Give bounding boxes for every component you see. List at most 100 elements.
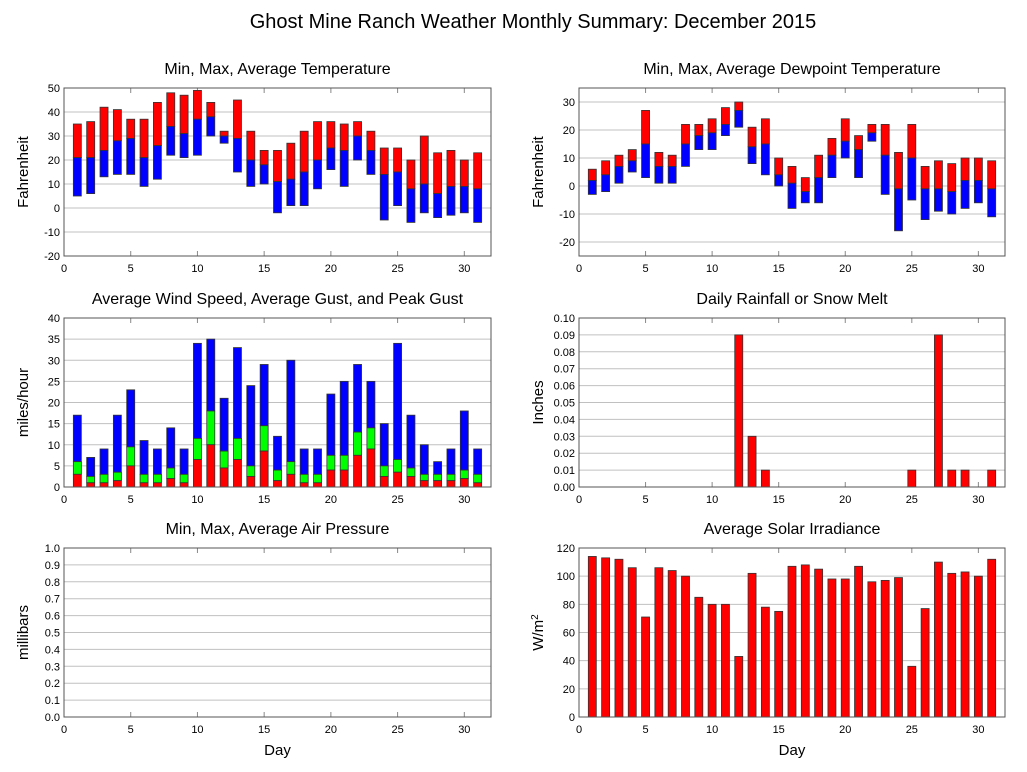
bar-segment	[246, 385, 256, 467]
bar-segment	[614, 165, 624, 184]
y-tick-label: 80	[563, 599, 575, 611]
bar-segment	[393, 459, 402, 473]
y-tick-label: 60	[563, 628, 575, 640]
x-tick-label: 0	[576, 724, 582, 736]
bar-segment	[587, 556, 597, 718]
bar-segment	[393, 471, 402, 488]
bar-segment	[153, 473, 162, 484]
bar-segment	[246, 465, 256, 477]
y-tick-label: 30	[563, 97, 575, 109]
y-tick-label: 20	[48, 155, 60, 167]
bar-segment	[233, 438, 242, 460]
bar-segment	[920, 608, 930, 718]
y-axis-label: millibars	[15, 605, 32, 660]
bar-segment	[459, 478, 469, 488]
bar-segment	[233, 347, 242, 439]
bar-segment	[353, 454, 362, 488]
y-tick-label: 0	[54, 482, 60, 494]
bar-segment	[614, 154, 624, 167]
bar-segment	[326, 147, 336, 171]
bar-segment	[907, 469, 917, 488]
bar-segment	[654, 151, 664, 167]
bar-segment	[86, 157, 96, 195]
bar-segment	[827, 154, 837, 178]
x-tick-label: 0	[61, 263, 67, 275]
bar-segment	[286, 461, 296, 475]
y-tick-label: 10	[563, 153, 575, 165]
bar-segment	[72, 461, 82, 475]
x-tick-label: 0	[576, 263, 582, 275]
bar-segment	[800, 564, 810, 718]
bar-segment	[166, 467, 176, 479]
bar-segment	[366, 130, 376, 151]
bar-segment	[139, 118, 149, 158]
bar-segment	[326, 454, 336, 471]
bar-segment	[667, 570, 677, 718]
bar-segment	[840, 140, 850, 159]
bar-segment	[934, 160, 943, 190]
bar-segment	[339, 380, 349, 456]
bar-segment	[72, 414, 82, 463]
y-tick-label: 0.06	[554, 381, 575, 393]
bar-segment	[774, 157, 784, 176]
bar-segment	[419, 183, 429, 214]
bar-segment	[166, 92, 176, 127]
bar-segment	[814, 568, 824, 718]
bar-segment	[960, 157, 970, 181]
y-tick-label: 0.7	[45, 594, 60, 606]
bar-segment	[139, 473, 149, 484]
bar-segment	[747, 146, 757, 165]
x-tick-label: 0	[61, 724, 67, 736]
bar-segment	[166, 126, 176, 156]
chart-title: Average Wind Speed, Average Gust, and Pe…	[92, 291, 464, 308]
y-tick-label: 1.0	[45, 543, 60, 555]
y-tick-label: 0.00	[554, 482, 575, 494]
bar-segment	[219, 397, 229, 452]
chart-title: Average Solar Irradiance	[704, 521, 881, 538]
bar-segment	[907, 124, 917, 159]
x-tick-label: 30	[972, 263, 984, 275]
x-tick-label: 30	[458, 494, 470, 506]
bar-segment	[760, 469, 770, 488]
y-tick-label: 0.08	[554, 347, 575, 359]
bar-segment	[459, 469, 469, 479]
bar-segment	[654, 567, 664, 718]
bar-segment	[313, 159, 322, 190]
x-tick-label: 20	[325, 263, 337, 275]
bar-segment	[366, 149, 376, 175]
bar-segment	[246, 476, 256, 488]
bar-segment	[446, 473, 456, 482]
bar-segment	[86, 457, 96, 477]
x-tick-label: 15	[773, 494, 785, 506]
bar-segment	[99, 149, 109, 178]
bar-segment	[433, 193, 443, 219]
y-tick-label: -20	[44, 251, 60, 263]
bar-segment	[339, 149, 349, 187]
bar-segment	[973, 179, 983, 204]
bar-segment	[233, 99, 242, 139]
y-tick-label: 25	[48, 376, 60, 388]
bar-segment	[126, 446, 136, 467]
bar-segment	[934, 561, 943, 718]
bar-segment	[459, 185, 469, 214]
y-tick-label: 0.05	[554, 398, 575, 410]
bar-segment	[473, 152, 483, 190]
y-tick-label: -10	[559, 209, 575, 221]
bar-segment	[219, 450, 229, 469]
bar-segment	[641, 143, 650, 178]
bar-segment	[627, 567, 637, 718]
bar-segment	[654, 165, 664, 184]
y-tick-label: 0.3	[45, 661, 60, 673]
x-tick-label: 0	[576, 494, 582, 506]
bar-segment	[800, 191, 810, 204]
bar-segment	[854, 135, 863, 151]
x-tick-label: 20	[839, 724, 851, 736]
bar-segment	[787, 165, 797, 184]
bar-segment	[99, 106, 109, 151]
bar-segment	[179, 482, 189, 488]
y-tick-label: 0	[54, 203, 60, 215]
y-tick-label: 0.2	[45, 678, 60, 690]
bar-segment	[126, 137, 136, 175]
bar-segment	[419, 444, 429, 475]
